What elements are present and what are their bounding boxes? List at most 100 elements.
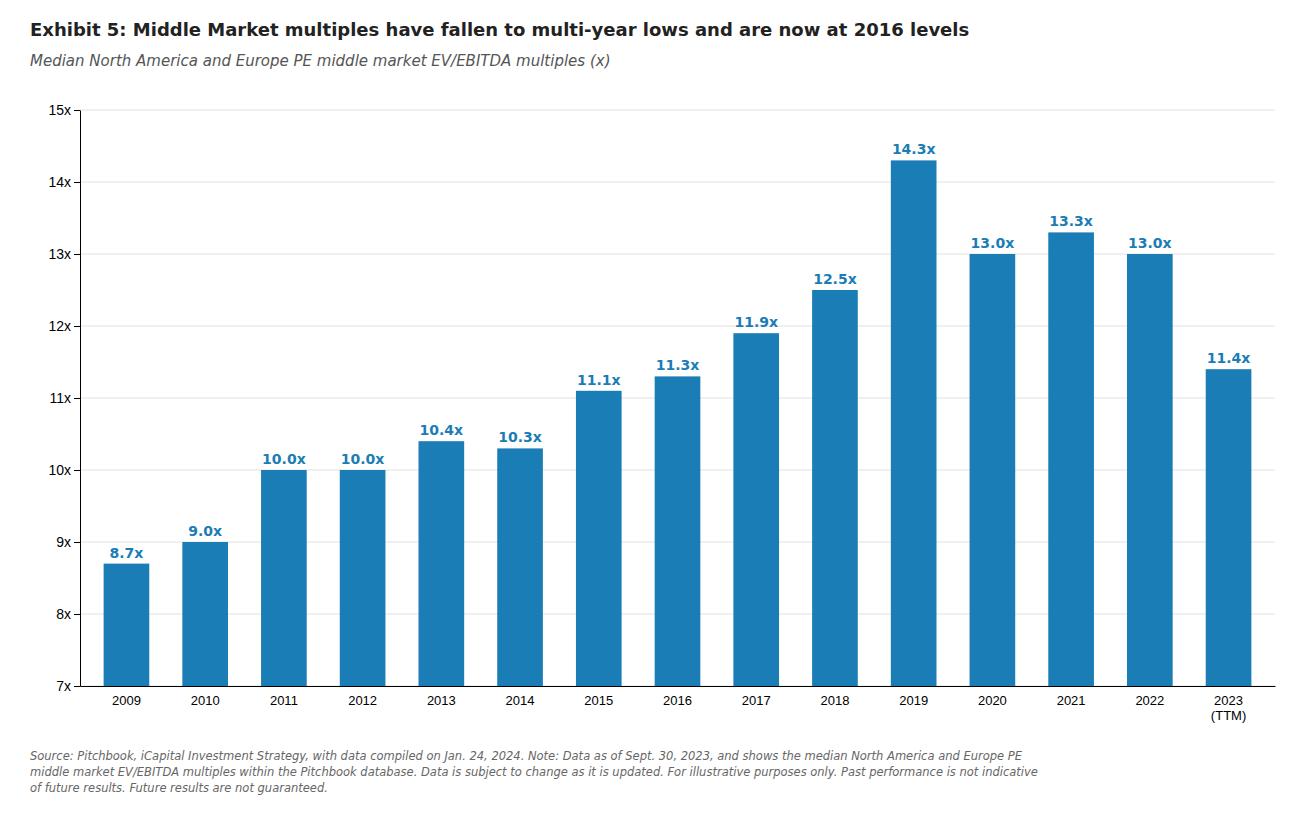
x-tick-label: 2019 [899, 693, 928, 708]
x-tick: 2011 [270, 693, 298, 708]
y-tick-mark [74, 542, 80, 543]
grid-line [80, 182, 1275, 183]
data-label: 13.0x [1128, 235, 1172, 251]
y-tick-label: 9x [56, 534, 71, 550]
data-label: 14.3x [892, 141, 936, 157]
grid-line [80, 254, 1275, 255]
x-tick-label: 2016 [663, 693, 692, 708]
y-tick-mark [74, 686, 80, 687]
footnote-line: middle market EV/EBITDA multiples within… [30, 765, 1038, 779]
x-axis: 2009 2010 2011 2012 2013 2014 2015 2016 2017 2018… [81, 687, 1276, 724]
y-tick-mark [74, 398, 80, 399]
y-tick-mark [74, 470, 80, 471]
y-tick-label: 7x [56, 678, 71, 694]
data-label: 12.5x [813, 271, 857, 287]
y-tick: 8x [56, 606, 80, 622]
x-tick: 2020 [978, 693, 1007, 708]
subtitle: Median North America and Europe PE middl… [30, 52, 610, 70]
data-label: 11.1x [577, 372, 621, 388]
y-tick: 14x [48, 174, 80, 190]
y-tick-mark [74, 326, 80, 327]
bar [655, 376, 701, 686]
x-tick: 2017 [742, 693, 771, 708]
grid-line [80, 110, 1275, 111]
data-label: 10.3x [498, 429, 542, 445]
y-tick-mark [74, 614, 80, 615]
x-tick: 2018 [820, 693, 849, 708]
x-tick: 2023(TTM) [1211, 693, 1246, 723]
bar [1048, 232, 1094, 686]
bar [497, 448, 543, 686]
footnote-line: Source: Pitchbook, iCapital Investment S… [30, 749, 1023, 763]
y-tick-label: 8x [56, 606, 71, 622]
x-tick: 2022 [1135, 693, 1164, 708]
title: Exhibit 5: Middle Market multiples have … [30, 19, 969, 40]
y-tick-label: 10x [48, 462, 71, 478]
x-tick-label: 2021 [1057, 693, 1086, 708]
y-tick: 13x [48, 246, 80, 262]
x-tick: 2014 [506, 693, 535, 708]
bar [812, 290, 858, 686]
data-label: 11.9x [734, 314, 778, 330]
x-tick-label: 2014 [506, 693, 535, 708]
y-tick: 10x [48, 462, 80, 478]
footnote: Source: Pitchbook, iCapital Investment S… [30, 749, 1038, 795]
x-tick-label: 2018 [820, 693, 849, 708]
x-tick-label: 2012 [348, 693, 377, 708]
y-tick-label: 15x [48, 102, 71, 118]
bar [891, 160, 937, 686]
footnote-line: of future results. Future results are no… [30, 781, 328, 795]
x-tick: 2010 [191, 693, 220, 708]
bar [182, 542, 228, 686]
x-tick: 2019 [899, 693, 928, 708]
bar [104, 564, 150, 686]
bar [1206, 369, 1252, 686]
y-tick: 12x [48, 318, 80, 334]
x-tick-label: 2010 [191, 693, 220, 708]
y-tick: 9x [56, 534, 80, 550]
y-axis-line [80, 111, 81, 687]
y-tick-label: 11x [49, 390, 71, 406]
bar [340, 470, 386, 686]
data-label: 10.4x [420, 422, 464, 438]
y-tick-mark [74, 110, 80, 111]
data-label: 10.0x [341, 451, 385, 467]
bar [419, 441, 465, 686]
y-tick: 7x [56, 678, 80, 694]
y-tick-mark [74, 182, 80, 183]
x-tick: 2015 [584, 693, 613, 708]
plot: 7x 8x 9x 10x 11x 12x 13x 14x 15x 2009 2010 2011 2012… [48, 102, 1275, 816]
data-label: 8.7x [110, 545, 144, 561]
x-tick-label: 2017 [742, 693, 771, 708]
x-tick: 2009 [112, 693, 141, 708]
y-tick-mark [74, 254, 80, 255]
y-tick: 15x [48, 102, 80, 118]
x-tick-label: 2011 [270, 693, 298, 708]
data-label: 11.3x [656, 357, 700, 373]
y-tick-label: 14x [48, 174, 71, 190]
bar [1127, 254, 1173, 686]
data-label: 11.4x [1207, 350, 1251, 366]
x-tick-label: 2009 [112, 693, 141, 708]
bars [104, 160, 1252, 686]
chart: Exhibit 5: Middle Market multiples have … [0, 0, 1315, 816]
data-label: 9.0x [188, 523, 222, 539]
x-tick: 2016 [663, 693, 692, 708]
bar [970, 254, 1016, 686]
x-tick-label: 2015 [584, 693, 613, 708]
x-tick: 2021 [1057, 693, 1086, 708]
bar [261, 470, 307, 686]
x-tick-label: 2020 [978, 693, 1007, 708]
y-tick: 11x [49, 390, 80, 406]
x-tick-label: 2023(TTM) [1211, 693, 1246, 723]
data-labels: 8.7x 9.0x 10.0x 10.0x 10.4x 10.3x 11.1x 11.3x 11… [110, 141, 1251, 560]
x-tick-label: 2022 [1135, 693, 1164, 708]
y-tick-label: 13x [48, 246, 71, 262]
data-label: 10.0x [262, 451, 306, 467]
x-tick-label: 2013 [427, 693, 456, 708]
data-label: 13.0x [971, 235, 1015, 251]
y-axis: 7x 8x 9x 10x 11x 12x 13x 14x 15x [48, 102, 80, 694]
bar [733, 333, 779, 686]
x-axis-line [81, 686, 1276, 687]
grid-line [80, 326, 1275, 327]
